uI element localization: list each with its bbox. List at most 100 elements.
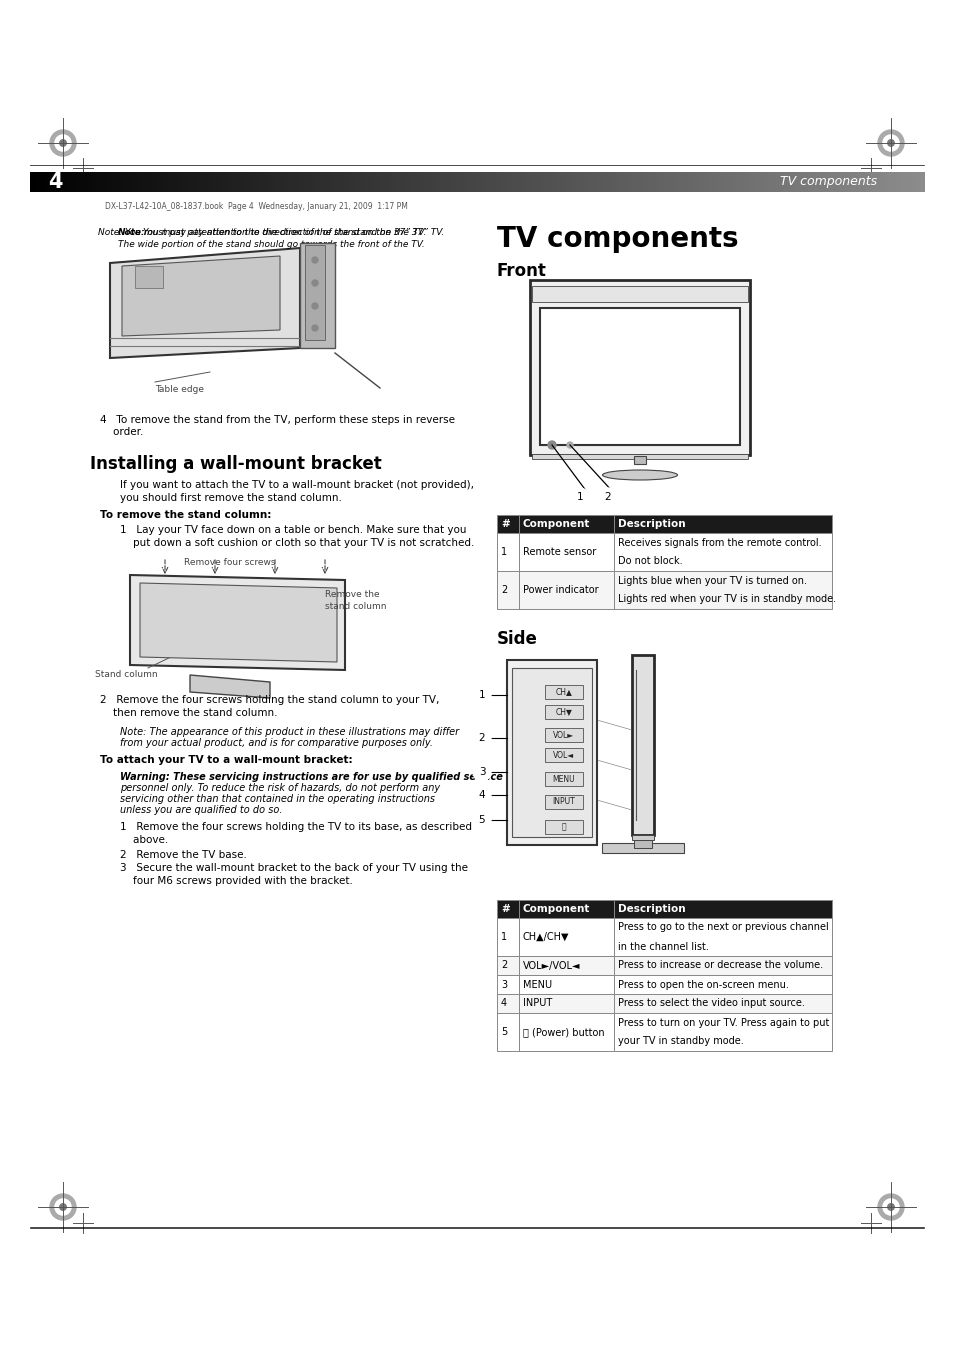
Bar — [312, 171, 316, 192]
Text: You must pay attention to the direction of the stand on the 37” TV.: You must pay attention to the direction … — [143, 228, 444, 238]
Bar — [557, 171, 562, 192]
Text: CH▲/CH▼: CH▲/CH▼ — [522, 931, 569, 942]
Bar — [135, 266, 163, 288]
Bar — [896, 171, 902, 192]
Bar — [709, 171, 714, 192]
Circle shape — [312, 302, 317, 309]
Bar — [829, 171, 835, 192]
Bar — [579, 171, 585, 192]
Bar — [257, 171, 263, 192]
Bar — [57, 171, 62, 192]
Text: Note: The appearance of this product in these illustrations may differ: Note: The appearance of this product in … — [120, 728, 458, 737]
Bar — [182, 171, 187, 192]
Bar — [151, 171, 156, 192]
Bar — [736, 171, 740, 192]
Bar — [418, 171, 424, 192]
Text: 2: 2 — [478, 733, 485, 743]
Circle shape — [50, 130, 76, 157]
Bar — [374, 171, 379, 192]
Text: VOL►/VOL◄: VOL►/VOL◄ — [522, 960, 579, 971]
Text: Note: You must pay attention to the direction of the stand on the 37” TV.: Note: You must pay attention to the dire… — [98, 228, 426, 238]
Bar — [535, 171, 540, 192]
Text: #: # — [500, 904, 509, 914]
Text: 3   Secure the wall-mount bracket to the back of your TV using the: 3 Secure the wall-mount bracket to the b… — [120, 863, 468, 873]
Bar — [614, 975, 831, 994]
Bar — [570, 171, 576, 192]
Polygon shape — [190, 675, 270, 698]
Text: 4: 4 — [478, 790, 485, 801]
Circle shape — [882, 1199, 898, 1215]
Bar — [816, 171, 821, 192]
Text: The wide portion of the stand should go towards the front of the TV.: The wide portion of the stand should go … — [118, 240, 424, 248]
Bar — [495, 171, 499, 192]
Bar — [789, 171, 795, 192]
Bar — [392, 171, 397, 192]
Text: personnel only. To reduce the risk of hazards, do not perform any: personnel only. To reduce the risk of ha… — [120, 783, 439, 792]
Bar — [458, 171, 464, 192]
Bar — [84, 171, 89, 192]
Bar — [615, 171, 620, 192]
Bar — [92, 171, 98, 192]
Circle shape — [473, 811, 491, 829]
Bar — [530, 171, 536, 192]
Circle shape — [473, 786, 491, 805]
Bar — [544, 748, 582, 761]
Bar — [544, 819, 582, 834]
Bar — [79, 171, 85, 192]
Ellipse shape — [602, 470, 677, 481]
Bar — [39, 171, 45, 192]
Bar — [740, 171, 745, 192]
Bar — [497, 1012, 518, 1052]
Bar — [771, 171, 777, 192]
Bar — [634, 456, 645, 464]
Text: Front: Front — [497, 262, 546, 279]
Bar — [593, 171, 598, 192]
Bar — [61, 171, 67, 192]
Text: 2   Remove the TV base.: 2 Remove the TV base. — [120, 850, 247, 860]
Bar — [633, 171, 639, 192]
Bar — [405, 171, 411, 192]
Bar — [909, 171, 915, 192]
Bar — [114, 171, 120, 192]
Text: from your actual product, and is for comparative purposes only.: from your actual product, and is for com… — [120, 738, 433, 748]
Bar — [655, 171, 660, 192]
Bar — [497, 533, 518, 571]
Bar — [414, 171, 419, 192]
Bar — [628, 171, 634, 192]
Circle shape — [473, 729, 491, 747]
Text: Warning: These servicing instructions are for use by qualified service: Warning: These servicing instructions ar… — [120, 772, 502, 782]
Bar — [352, 171, 357, 192]
Bar — [619, 171, 625, 192]
Bar — [124, 171, 130, 192]
Bar — [132, 171, 138, 192]
Text: Power indicator: Power indicator — [522, 585, 598, 595]
Bar — [410, 171, 415, 192]
Text: CH▼: CH▼ — [555, 707, 572, 717]
Text: DX-L37-L42-10A_08-1837.book  Page 4  Wednesday, January 21, 2009  1:17 PM: DX-L37-L42-10A_08-1837.book Page 4 Wedne… — [105, 202, 408, 211]
Bar — [294, 171, 299, 192]
Text: VOL►: VOL► — [553, 730, 574, 740]
Bar — [34, 171, 40, 192]
Polygon shape — [122, 256, 280, 336]
Bar — [227, 171, 232, 192]
Bar — [244, 171, 250, 192]
Bar — [497, 956, 518, 975]
Bar — [601, 842, 683, 853]
Text: Stand column: Stand column — [95, 670, 157, 679]
Bar — [66, 171, 71, 192]
Bar — [874, 171, 880, 192]
Circle shape — [50, 1193, 76, 1220]
Text: Press to open the on-screen menu.: Press to open the on-screen menu. — [618, 980, 788, 990]
Bar — [518, 918, 614, 956]
Text: Description: Description — [618, 518, 685, 529]
Text: Lights blue when your TV is turned on.: Lights blue when your TV is turned on. — [618, 575, 806, 586]
Bar — [543, 171, 549, 192]
Text: 2   Remove the four screws holding the stand column to your TV,: 2 Remove the four screws holding the sta… — [100, 695, 439, 705]
Text: Do not block.: Do not block. — [618, 556, 682, 567]
Bar — [506, 660, 597, 845]
Bar — [436, 171, 442, 192]
Bar — [44, 171, 49, 192]
Circle shape — [312, 325, 317, 331]
Bar — [142, 171, 147, 192]
Text: put down a soft cushion or cloth so that your TV is not scratched.: put down a soft cushion or cloth so that… — [120, 539, 474, 548]
